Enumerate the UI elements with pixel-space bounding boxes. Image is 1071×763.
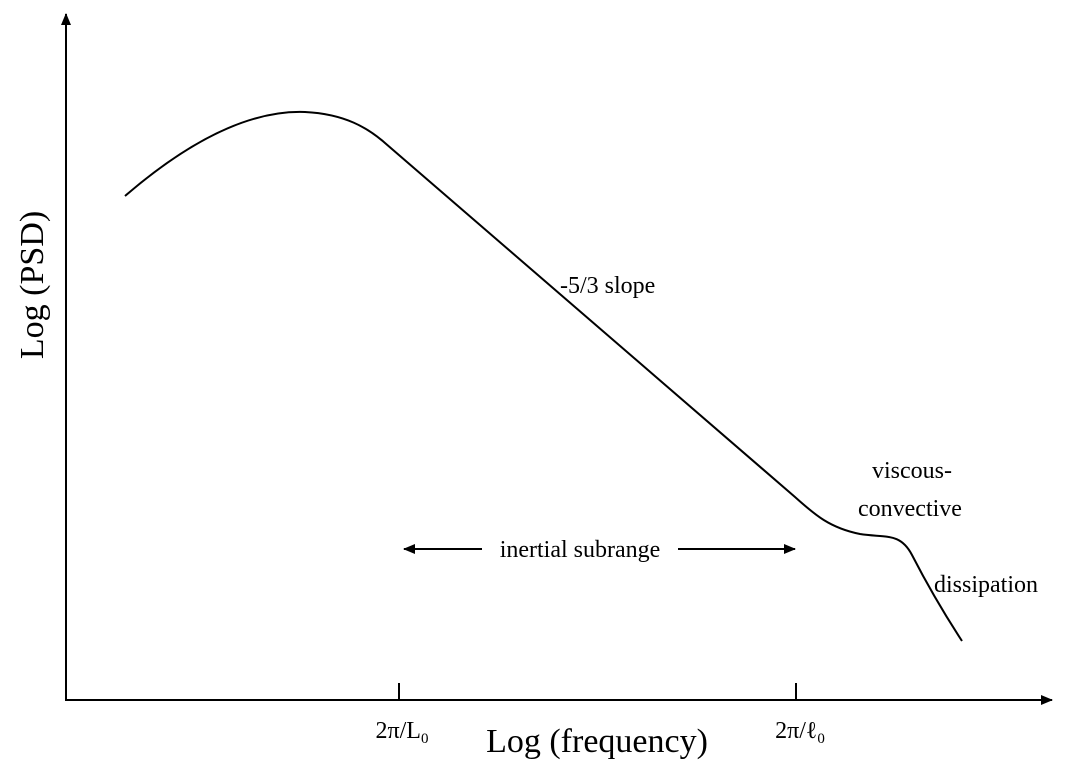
annotation: inertial subrange: [500, 537, 661, 563]
annotation: convective: [858, 496, 962, 522]
annotation: -5/3 slope: [560, 273, 655, 299]
spectrum-curve: [124, 110, 963, 642]
tick-label: 2π/ℓ0: [775, 718, 825, 747]
y-axis-label: Log (PSD): [14, 211, 51, 359]
tick-label: 2π/L0: [376, 718, 429, 747]
annotation: dissipation: [934, 572, 1038, 598]
x-axis-label: Log (frequency): [486, 723, 708, 760]
annotation: viscous-: [872, 458, 952, 484]
